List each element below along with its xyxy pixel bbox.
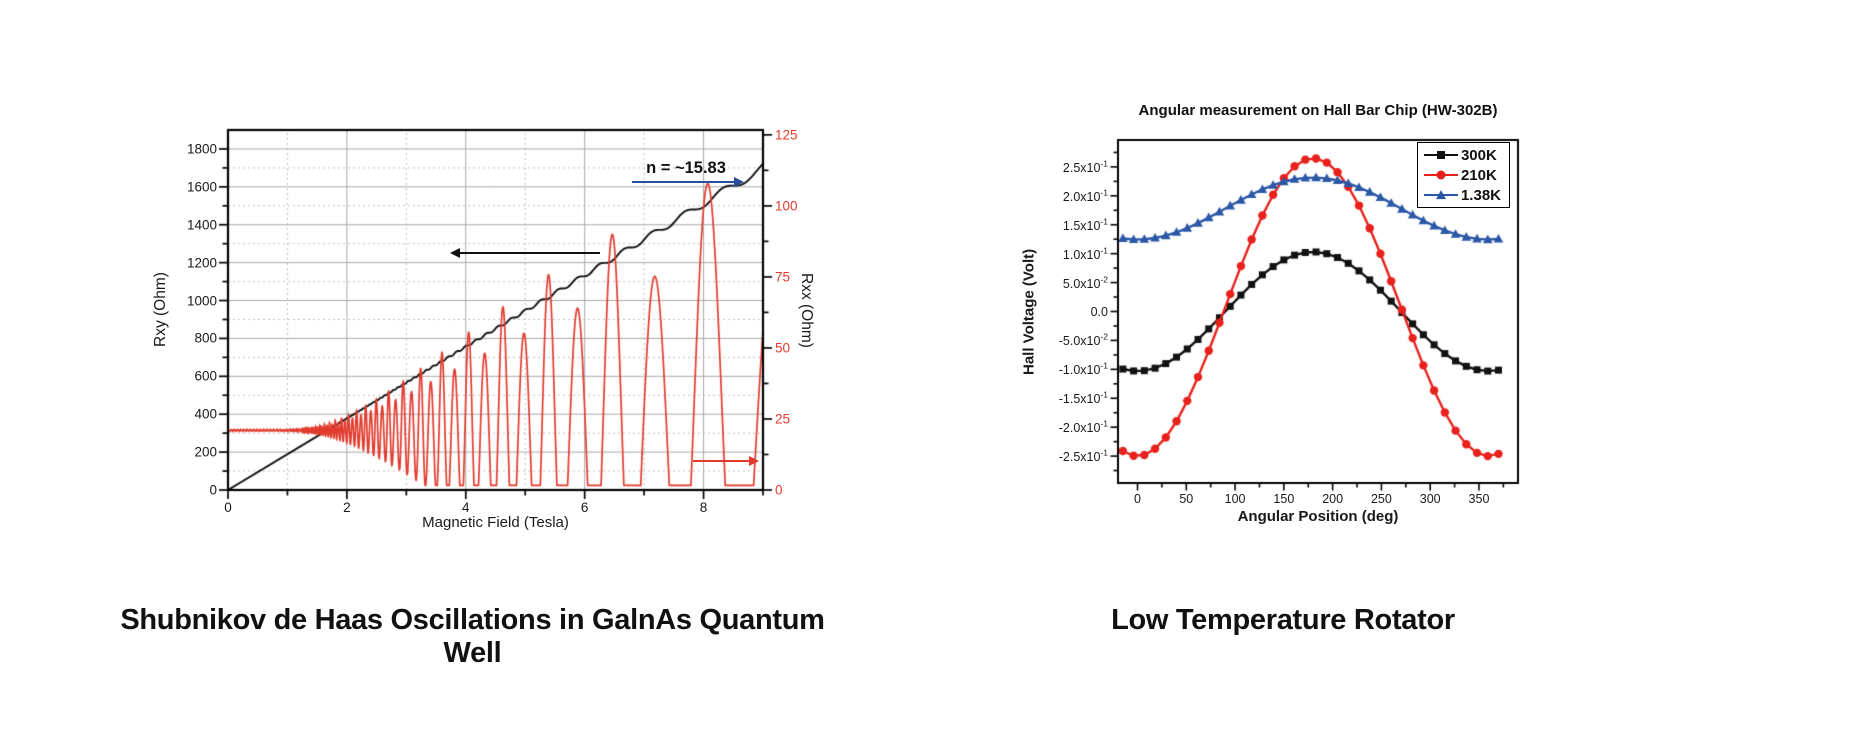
sdh-rxx-tick-label: 0 bbox=[775, 482, 783, 498]
square-marker-icon bbox=[1436, 151, 1445, 159]
sdh-rxy-tick-label: 1200 bbox=[186, 254, 217, 270]
legend-label: 210K bbox=[1460, 166, 1497, 184]
sdh-x-axis-label: Magnetic Field (Tesla) bbox=[422, 514, 569, 531]
legend-swatch-300k bbox=[1423, 148, 1458, 162]
sdh-rxx-tick-label: 75 bbox=[775, 269, 791, 285]
arrow-head bbox=[450, 247, 460, 258]
sdh-rxy-tick-label: 400 bbox=[194, 406, 217, 422]
rotator-x-axis-label: Angular Position (deg) bbox=[1237, 508, 1399, 525]
sdh-rxx-tick-label: 125 bbox=[775, 127, 798, 143]
sdh-x-tick-label: 4 bbox=[462, 500, 470, 515]
sdh-rxy-tick-label: 1600 bbox=[186, 179, 217, 195]
rotator-x-tick-label: 300 bbox=[1419, 492, 1441, 506]
arrow-head bbox=[749, 455, 759, 466]
arrow-shaft bbox=[632, 180, 742, 184]
rotator-y-tick-label: 2.0x10-1 bbox=[1062, 187, 1108, 204]
rotator-y-tick-label: -2.5x10-1 bbox=[1058, 447, 1108, 464]
legend-item-210k: 210K bbox=[1423, 165, 1501, 185]
arrow-shaft bbox=[452, 251, 600, 255]
sdh-plot-area: n = ~15.83 0 2 4 6 8 0 200 400 600 800 1000 1200 140… bbox=[187, 116, 798, 514]
sdh-x-tick-label: 6 bbox=[580, 500, 589, 515]
sdh-x-tick-label: 2 bbox=[343, 500, 351, 515]
rotator-x-tick-label: 250 bbox=[1370, 492, 1392, 506]
rotator-x-tick-label: 200 bbox=[1322, 492, 1344, 506]
sdh-plot-canvas bbox=[214, 116, 777, 504]
rotator-x-tick-label: 100 bbox=[1224, 492, 1246, 506]
legend: 300K 210K 1.38K bbox=[1416, 142, 1510, 208]
rotator-x-tick-label: 0 bbox=[1134, 492, 1141, 506]
sdh-left-axis-label: Rxy (Ohm) bbox=[152, 272, 169, 348]
circle-marker-icon bbox=[1436, 170, 1446, 180]
rotator-y-tick-label: 0.0 bbox=[1090, 304, 1108, 319]
triangle-marker-icon bbox=[1435, 190, 1446, 200]
rotator-x-tick-label: 350 bbox=[1468, 492, 1490, 506]
legend-swatch-1-38k bbox=[1423, 188, 1458, 202]
rotator-plot-area: 300K 210K 1.38K 0 50 100 150 200 bbox=[1059, 126, 1532, 505]
rotator-y-tick-label: 5.0x10-2 bbox=[1062, 274, 1108, 291]
rotator-y-tick-label: 1.5x10-1 bbox=[1062, 216, 1108, 233]
sdh-rxy-tick-label: 600 bbox=[194, 368, 217, 384]
rotator-y-tick-label: 1.0x10-1 bbox=[1062, 245, 1108, 262]
sdh-rxy-tick-label: 0 bbox=[209, 482, 217, 498]
sdh-density-annotation: n = ~15.83 bbox=[646, 159, 726, 177]
sdh-x-tick-label: 8 bbox=[699, 500, 708, 515]
sdh-rxy-tick-label: 1400 bbox=[186, 216, 217, 232]
sdh-rxx-tick-label: 25 bbox=[775, 411, 791, 427]
arrow-head bbox=[734, 176, 744, 187]
rotator-y-tick-label: -2.0x10-1 bbox=[1058, 418, 1108, 435]
rotator-y-tick-label: 2.5x10-1 bbox=[1062, 158, 1108, 175]
sdh-rxy-tick-label: 800 bbox=[194, 330, 217, 346]
sdh-x-tick-label: 0 bbox=[224, 500, 232, 515]
rotator-y-tick-label: -1.0x10-1 bbox=[1058, 361, 1108, 378]
sdh-rxy-tick-label: 1800 bbox=[186, 141, 217, 157]
legend-label: 1.38K bbox=[1460, 186, 1501, 204]
legend-item-1-38k: 1.38K bbox=[1423, 185, 1501, 205]
legend-item-300k: 300K bbox=[1423, 145, 1501, 165]
rotator-y-tick-label: -1.5x10-1 bbox=[1058, 389, 1108, 407]
sdh-rxx-tick-label: 50 bbox=[775, 340, 791, 356]
rotator-chart-title: Angular measurement on Hall Bar Chip (HW… bbox=[1138, 102, 1498, 119]
sdh-rxy-tick-label: 200 bbox=[194, 444, 217, 460]
sdh-rxx-tick-label: 100 bbox=[775, 198, 798, 214]
legend-label: 300K bbox=[1460, 146, 1497, 164]
sdh-right-axis-label: Rxx (Ohm) bbox=[798, 272, 815, 348]
arrow-shaft bbox=[693, 459, 757, 463]
sdh-rxy-tick-label: 1000 bbox=[186, 292, 217, 308]
rotator-y-axis-label: Hall Voltage (Volt) bbox=[1020, 248, 1038, 375]
rotator-y-tick-label: -5.0x10-2 bbox=[1058, 332, 1108, 349]
rotator-caption: Low Temperature Rotator bbox=[1111, 604, 1455, 636]
rotator-x-tick-label: 150 bbox=[1273, 492, 1295, 506]
sdh-caption: Shubnikov de Haas Oscillations in GalnAs… bbox=[120, 604, 825, 669]
rotator-x-tick-label: 50 bbox=[1179, 492, 1194, 506]
legend-swatch-210k bbox=[1423, 168, 1458, 182]
